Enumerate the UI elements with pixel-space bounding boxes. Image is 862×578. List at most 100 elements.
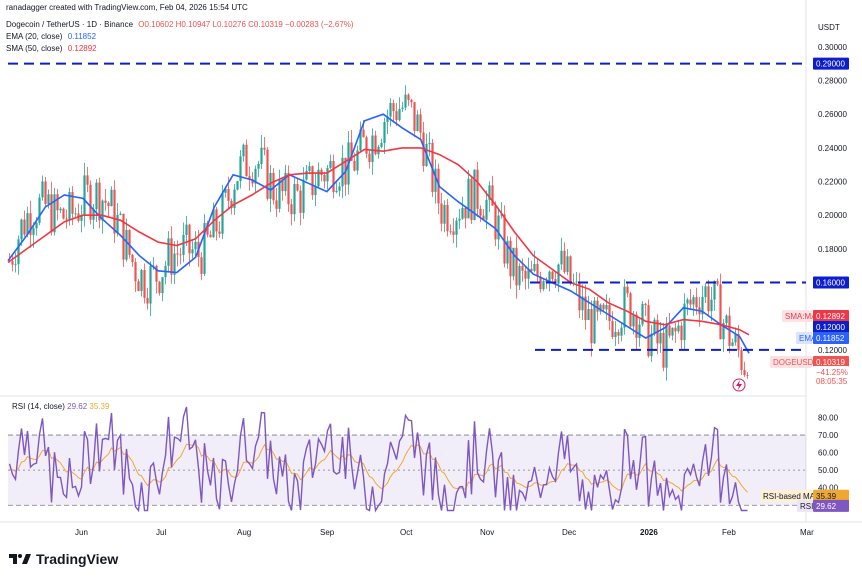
candle-body	[305, 170, 308, 180]
candle-body	[293, 183, 296, 215]
candle-body	[242, 144, 245, 157]
candle-body	[734, 334, 737, 343]
symbol-tag-value-bg	[813, 356, 849, 368]
price-tick-label: 0.30000	[818, 43, 847, 52]
candle-body	[449, 231, 452, 233]
moving-averages	[7, 113, 750, 354]
candle-body	[314, 186, 317, 196]
candle-body	[341, 157, 344, 187]
time-tick-label: Oct	[400, 528, 413, 537]
candle-body	[29, 213, 32, 235]
candle-body	[581, 296, 584, 311]
candle-body	[257, 163, 260, 169]
candle-body	[44, 181, 47, 204]
candle-body	[239, 156, 242, 182]
candle-body	[275, 200, 278, 209]
candle-body	[134, 262, 137, 282]
candle-body	[173, 253, 176, 275]
level-tag-bg	[813, 276, 849, 289]
time-tick-label: Feb	[722, 528, 736, 537]
price-axis[interactable]: 0.30000 0.28000 0.26000 0.24000 0.22000 0.200…	[818, 43, 847, 493]
price-tick-label: 0.20000	[818, 211, 847, 220]
sma-line	[7, 147, 750, 336]
time-axis[interactable]: Jun Jul Aug Sep Oct Nov Dec 2026 Feb Mar	[75, 528, 814, 537]
candle-body	[701, 297, 704, 315]
candle-body	[11, 261, 14, 265]
ema-tag-value: 0.11852	[816, 334, 845, 343]
candle-body	[38, 197, 41, 223]
candle-body	[569, 256, 572, 284]
currency-label[interactable]: USDT	[818, 23, 840, 32]
symbol-tag-name-bg	[770, 356, 812, 368]
candle-body	[617, 331, 620, 336]
ema-tag-value-bg	[813, 332, 849, 344]
candle-body	[227, 188, 230, 201]
candle-body	[737, 334, 740, 351]
candle-body	[206, 223, 209, 235]
candle-body	[215, 209, 218, 232]
candle-body	[713, 280, 716, 300]
sma-legend-label: SMA (50, close)	[6, 44, 63, 53]
candle-body	[65, 218, 68, 220]
candle-body	[407, 94, 410, 100]
candle-body	[200, 257, 203, 274]
candle-body	[224, 188, 227, 193]
candle-body	[68, 192, 71, 220]
ema-legend[interactable]: EMA (20, close) 0.11852	[6, 32, 96, 41]
sma-legend-value: 0.12892	[67, 44, 97, 53]
candle-body	[392, 103, 395, 112]
candle-body	[191, 249, 194, 254]
ema-tag-name-bg	[796, 332, 812, 344]
sma-legend[interactable]: SMA (50, close) 0.12892	[6, 44, 97, 53]
candle-body	[686, 299, 689, 304]
candle-body	[107, 202, 110, 207]
candle-body	[647, 305, 650, 357]
rsi-tick-label: 60.00	[818, 449, 839, 458]
candle-body	[233, 189, 236, 208]
candle-body	[590, 309, 593, 344]
candle-body	[428, 142, 431, 144]
candle-body	[335, 190, 338, 193]
candle-body	[299, 190, 302, 213]
candle-body	[302, 179, 305, 213]
level-tag: 0.29000	[816, 60, 845, 69]
candle-body	[170, 238, 173, 275]
candles-layer	[8, 85, 749, 381]
candle-body	[632, 314, 635, 327]
candle-body	[338, 186, 341, 191]
candle-body	[353, 160, 356, 171]
candle-body	[440, 203, 443, 224]
candle-body	[605, 304, 608, 310]
candle-body	[716, 280, 719, 285]
candle-body	[629, 293, 632, 327]
candle-body	[512, 247, 515, 277]
rsi-legend[interactable]: RSI (14, close) 29.62 35.39	[12, 402, 109, 411]
candle-body	[671, 327, 674, 336]
candle-body	[41, 181, 44, 198]
candle-body	[515, 247, 518, 286]
candle-body	[83, 175, 86, 216]
candle-body	[50, 194, 53, 233]
candle-body	[146, 297, 149, 304]
level-tag-bg	[813, 321, 849, 333]
lightning-icon[interactable]	[732, 378, 746, 392]
candle-body	[725, 315, 728, 324]
symbol-legend[interactable]: Dogecoin / TetherUS · 1D · Binance O0.10…	[6, 20, 354, 29]
candle-body	[101, 200, 104, 221]
tradingview-logo[interactable]: TradingView	[8, 551, 118, 567]
candle-body	[551, 271, 554, 280]
candle-body	[308, 166, 311, 171]
sma-tag-name: SMA:MA	[785, 312, 817, 321]
candle-body	[587, 309, 590, 321]
candle-body	[554, 279, 557, 284]
candle-body	[473, 169, 476, 221]
candle-body	[116, 214, 119, 234]
candle-body	[674, 327, 677, 332]
candle-body	[596, 300, 599, 312]
candle-body	[710, 299, 713, 312]
candle-body	[317, 169, 320, 187]
candle-body	[689, 299, 692, 305]
rsi-ma-tag-value-bg	[813, 489, 849, 502]
rsi-ma-line	[9, 443, 748, 493]
